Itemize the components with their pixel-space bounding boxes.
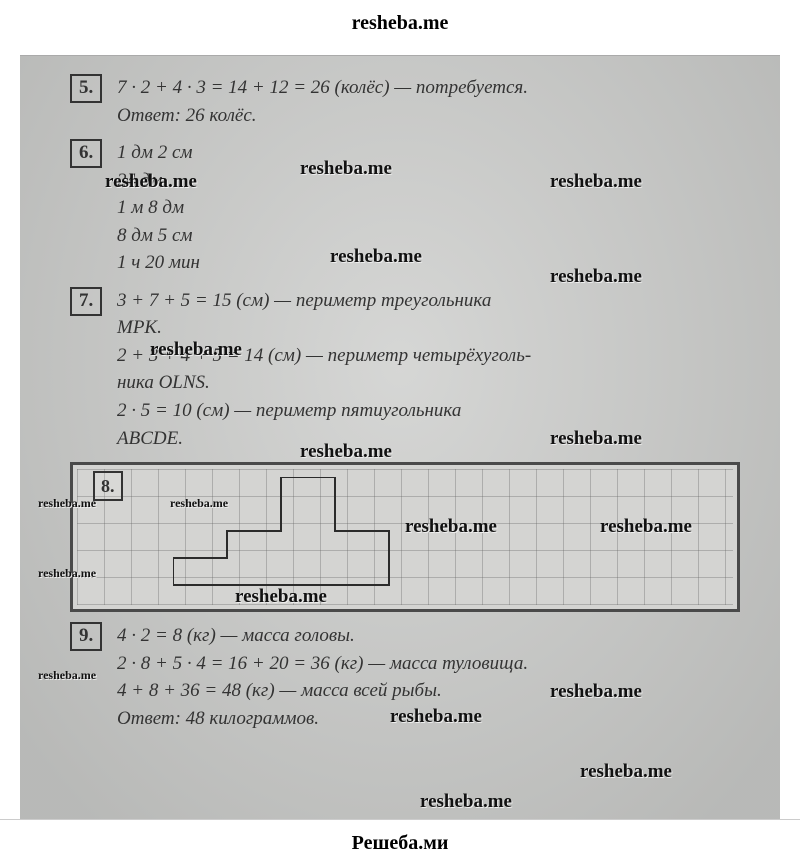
line: Ответ: 48 килограммов. [117, 708, 319, 729]
problem-body: 3 + 7 + 5 = 15 (см) — периметр треугольн… [117, 287, 531, 452]
site-footer: Решеба.ми [0, 819, 800, 867]
line: 2 · 5 = 10 (см) — периметр пятиугольника [117, 400, 461, 421]
page-scan: 5. 7 · 2 + 4 · 3 = 14 + 12 = 26 (колёс) … [20, 55, 780, 825]
problem-number: 5. [70, 74, 102, 103]
line: ника OLNS. [117, 372, 210, 393]
line: 1 дм 2 см [117, 142, 193, 163]
line: 8 дм 5 см [117, 225, 193, 246]
problem-body: 1 дм 2 см 24 дм 1 м 8 дм 8 дм 5 см 1 ч 2… [117, 139, 200, 277]
line: 2 + 3 + 4 + 5 = 14 (см) — периметр четыр… [117, 345, 531, 366]
line: 7 · 2 + 4 · 3 = 14 + 12 = 26 (колёс) — п… [117, 77, 528, 98]
watermark-text: resheba.me [420, 791, 512, 813]
problem-8-figure: 8. [70, 462, 740, 612]
line: 1 ч 20 мин [117, 252, 200, 273]
problem-number: 8. [93, 471, 123, 501]
line: Ответ: 26 колёс. [117, 105, 257, 126]
line: MPK. [117, 317, 162, 338]
watermark-text: resheba.me [580, 761, 672, 783]
line: 24 дм [117, 170, 163, 191]
line: ABCDE. [117, 428, 183, 449]
problem-7: 7. 3 + 7 + 5 = 15 (см) — периметр треуго… [70, 287, 740, 452]
line: 2 · 8 + 5 · 4 = 16 + 20 = 36 (кг) — масс… [117, 653, 528, 674]
line: 4 · 2 = 8 (кг) — масса головы. [117, 625, 355, 646]
problem-number: 7. [70, 287, 102, 316]
problem-number: 6. [70, 139, 102, 168]
line: 4 + 8 + 36 = 48 (кг) — масса всей рыбы. [117, 680, 442, 701]
problem-5: 5. 7 · 2 + 4 · 3 = 14 + 12 = 26 (колёс) … [70, 74, 740, 129]
problem-number: 9. [70, 622, 102, 651]
problem-body: 4 · 2 = 8 (кг) — масса головы. 2 · 8 + 5… [117, 622, 528, 732]
site-header: resheba.me [0, 0, 800, 47]
problem-6: 6. 1 дм 2 см 24 дм 1 м 8 дм 8 дм 5 см 1 … [70, 139, 740, 277]
line: 1 м 8 дм [117, 197, 184, 218]
content-area: 5. 7 · 2 + 4 · 3 = 14 + 12 = 26 (колёс) … [20, 56, 780, 752]
line: 3 + 7 + 5 = 15 (см) — периметр треугольн… [117, 290, 491, 311]
problem-9: 9. 4 · 2 = 8 (кг) — масса головы. 2 · 8 … [70, 622, 740, 732]
polygon-shape [173, 477, 413, 607]
problem-body: 7 · 2 + 4 · 3 = 14 + 12 = 26 (колёс) — п… [117, 74, 528, 129]
